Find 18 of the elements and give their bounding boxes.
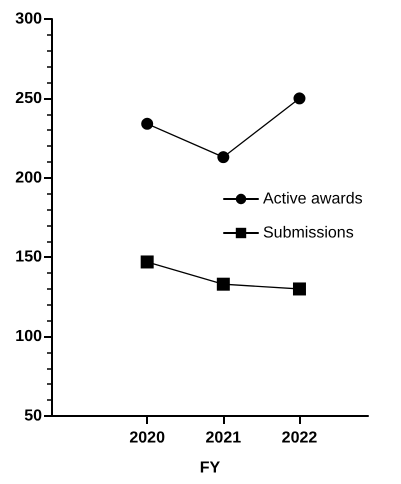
point xyxy=(216,278,230,291)
x-tick-label: 2021 xyxy=(206,430,242,446)
y-tick-label: 250 xyxy=(15,90,42,107)
y-tick-label: 300 xyxy=(15,10,42,28)
point xyxy=(140,255,154,268)
point xyxy=(141,118,154,130)
y-tick-label: 100 xyxy=(15,328,42,346)
x-tick-label: 2022 xyxy=(282,430,318,446)
x-tick-label: 2020 xyxy=(129,430,166,446)
legend-label: Submissions xyxy=(263,224,354,242)
legend-label: Active awards xyxy=(263,190,363,208)
y-tick-label: 150 xyxy=(15,248,42,266)
y-tick-label: 200 xyxy=(15,169,42,186)
point xyxy=(217,151,230,164)
point xyxy=(292,282,306,296)
point xyxy=(293,92,306,104)
y-tick-label: 50 xyxy=(24,408,42,424)
x-axis-title: FY xyxy=(200,460,221,476)
